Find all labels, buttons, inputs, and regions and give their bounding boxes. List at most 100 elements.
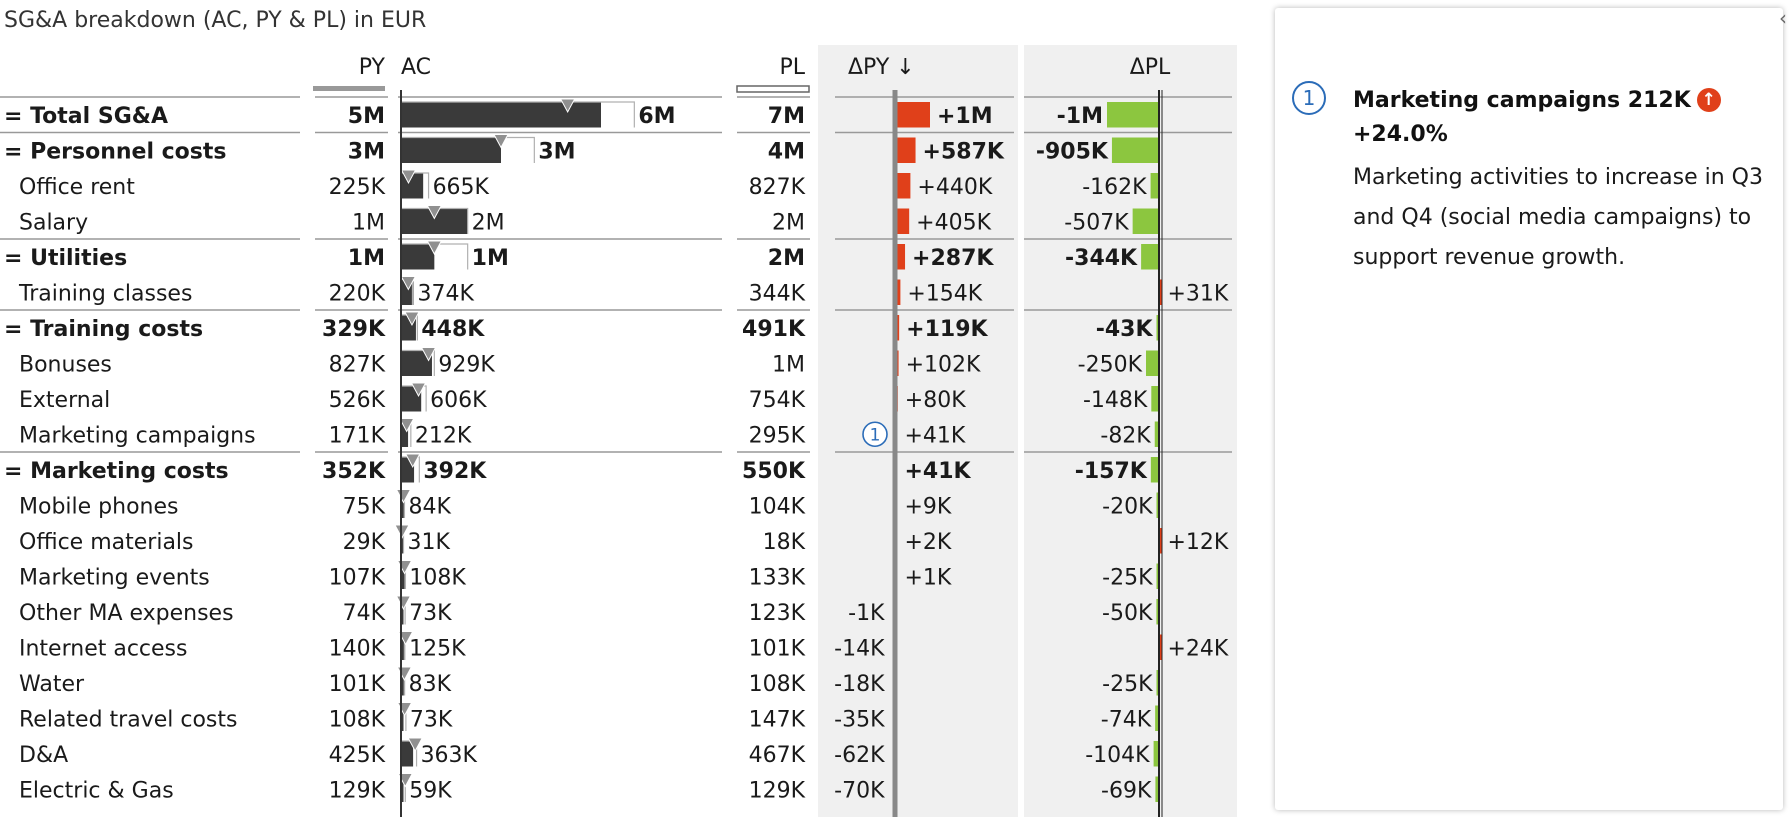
- delta-py-value: -14K: [834, 636, 885, 661]
- pl-value: 344K: [749, 281, 806, 306]
- pl-value: 295K: [749, 423, 806, 448]
- row-label: Internet access: [19, 636, 187, 661]
- pl-value: 550K: [742, 459, 806, 484]
- delta-py-bar: [895, 244, 906, 270]
- sga-variance-chart: PY AC PL ΔPY ↓ ΔPL = Total SG&A 5M 7M 6M +1M -1M = …: [0, 45, 1237, 817]
- delta-pl-value: -25K: [1102, 672, 1153, 697]
- header-ac: AC: [401, 55, 431, 80]
- delta-py-value: -70K: [834, 778, 885, 803]
- py-marker: [420, 347, 437, 362]
- ac-bar: [401, 421, 409, 447]
- row-label: = Total SG&A: [4, 104, 168, 129]
- comment-number-badge[interactable]: 1: [1292, 81, 1326, 115]
- pl-value: 1M: [772, 352, 805, 377]
- delta-py-value: +2K: [905, 530, 952, 555]
- ac-value: 59K: [409, 778, 452, 803]
- py-marker: [404, 453, 421, 469]
- py-value: 129K: [329, 778, 386, 803]
- py-marker: [400, 276, 417, 291]
- delta-pl-bar: [1156, 315, 1159, 341]
- delta-pl-value: +12K: [1168, 530, 1229, 555]
- py-value: 1M: [348, 246, 385, 271]
- delta-py-bar: [895, 137, 916, 163]
- comment-change: +24.0%: [1353, 122, 1448, 147]
- delta-pl-bar: [1156, 670, 1159, 696]
- comment-badge: [862, 421, 888, 448]
- row-label: = Personnel costs: [4, 139, 227, 164]
- delta-pl-value: +24K: [1168, 636, 1229, 661]
- comment-title: Marketing campaigns 212K ↑ +24.0%: [1353, 84, 1763, 152]
- ac-value: 6M: [638, 104, 675, 129]
- pl-outline: [401, 243, 469, 270]
- delta-pl-bar: [1156, 492, 1159, 518]
- comment-title-text: Marketing campaigns 212K: [1353, 88, 1691, 113]
- py-value: 220K: [329, 281, 386, 306]
- py-value: 101K: [329, 672, 386, 697]
- py-marker: [426, 240, 443, 256]
- py-value: 425K: [329, 743, 386, 768]
- py-value: 108K: [329, 707, 386, 732]
- delta-pl-value: -50K: [1102, 601, 1153, 626]
- py-value: 140K: [329, 636, 386, 661]
- delta-pl-bar: [1132, 208, 1159, 234]
- pl-value: 129K: [749, 778, 806, 803]
- ac-value: 606K: [430, 388, 487, 413]
- collapse-handle-icon[interactable]: ‹: [1779, 6, 1787, 30]
- py-value: 526K: [329, 388, 386, 413]
- pl-outline: [401, 207, 469, 234]
- delta-py-value: +405K: [916, 210, 991, 235]
- delta-py-value: +587K: [923, 139, 1005, 164]
- header-delta-pl: ΔPL: [1130, 55, 1171, 80]
- row-label: = Utilities: [4, 246, 127, 271]
- py-value: 225K: [329, 175, 386, 200]
- delta-pl-bar: [1159, 279, 1162, 305]
- header-pl: PL: [779, 55, 805, 80]
- py-value: 74K: [343, 601, 386, 626]
- py-marker: [410, 382, 427, 398]
- pl-outline: [401, 385, 427, 412]
- row-label: D&A: [19, 743, 68, 768]
- delta-py-value: +154K: [907, 281, 982, 306]
- ac-value: 31K: [408, 530, 451, 555]
- ac-value: 73K: [409, 601, 452, 626]
- py-value: 75K: [343, 494, 386, 519]
- pl-value: 108K: [749, 672, 806, 697]
- ac-bar: [401, 244, 435, 270]
- delta-pl-bar: [1150, 457, 1159, 483]
- ac-bar: [401, 563, 405, 589]
- delta-pl-value: -25K: [1102, 565, 1153, 590]
- row-label: Marketing campaigns: [19, 423, 256, 448]
- ac-bar: [401, 137, 501, 163]
- header-py-underline: [313, 86, 385, 91]
- delta-pl-value: -20K: [1102, 494, 1153, 519]
- delta-pl-bar: [1151, 386, 1159, 412]
- ac-bar: [401, 492, 404, 518]
- py-marker: [493, 134, 509, 149]
- delta-py-value: +80K: [905, 388, 966, 413]
- delta-pl-value: -1M: [1057, 104, 1103, 129]
- pl-outline: [401, 136, 535, 163]
- delta-pl-bar: [1154, 421, 1159, 447]
- pl-value: 754K: [749, 388, 806, 413]
- header-delta-py: ΔPY ↓: [848, 55, 915, 80]
- delta-pl-bar: [1155, 776, 1159, 802]
- ac-value: 3M: [538, 139, 575, 164]
- row-label: Office rent: [19, 175, 135, 200]
- pl-value: 467K: [749, 743, 806, 768]
- delta-pl-bar: [1156, 563, 1159, 589]
- ac-value: 212K: [415, 423, 472, 448]
- delta-pl-value: -905K: [1036, 139, 1109, 164]
- ac-value: 1M: [472, 246, 509, 271]
- delta-py-value: +440K: [917, 175, 992, 200]
- delta-py-value: +9K: [905, 494, 952, 519]
- ac-value: 84K: [408, 494, 451, 519]
- delta-pl-value: +31K: [1168, 281, 1229, 306]
- ac-value: 929K: [438, 352, 495, 377]
- delta-pl-bar: [1146, 350, 1159, 376]
- row-label: External: [19, 388, 110, 413]
- delta-py-value: -35K: [834, 707, 885, 732]
- pl-value: 104K: [749, 494, 806, 519]
- py-marker: [559, 98, 576, 114]
- delta-pl-bar: [1156, 599, 1159, 625]
- header-pl-underline: [736, 85, 810, 93]
